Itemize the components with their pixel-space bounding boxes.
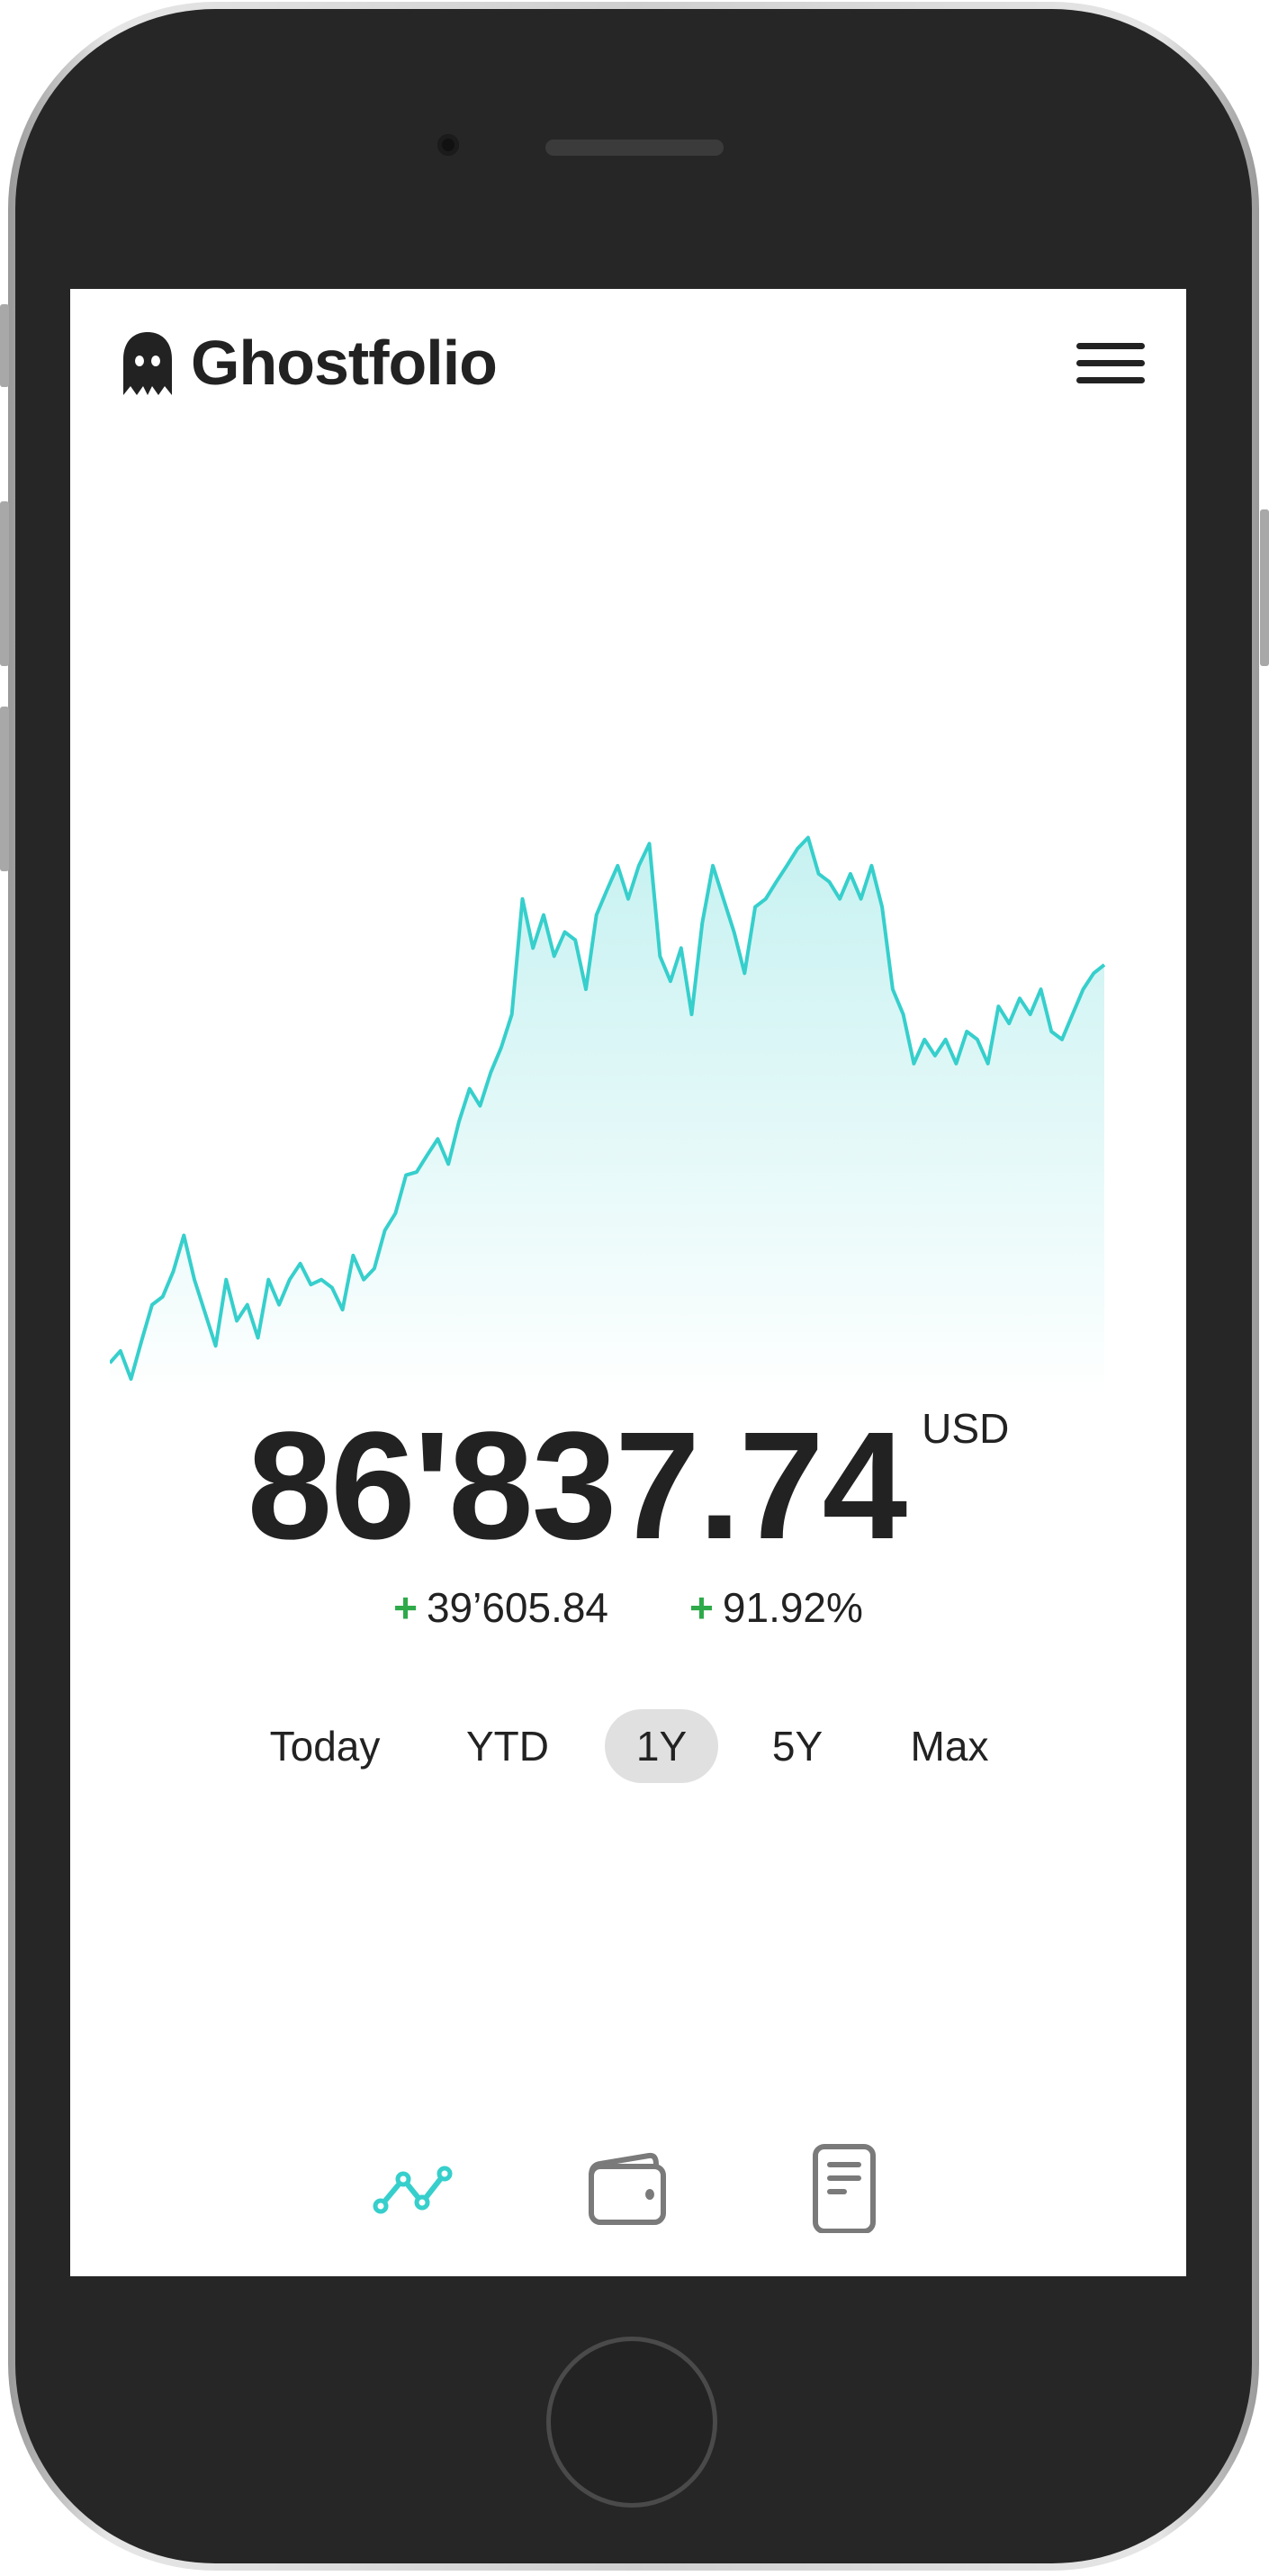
earpiece-speaker xyxy=(545,140,724,156)
line-chart-icon[interactable] xyxy=(370,2143,460,2233)
app-title[interactable]: Ghostfolio xyxy=(191,328,498,398)
total-value: 86'837.74 USD xyxy=(70,1396,1186,1576)
wallet-icon[interactable] xyxy=(582,2143,672,2233)
period-1y[interactable]: 1Y xyxy=(605,1709,718,1783)
chart-area-fill xyxy=(110,837,1104,1395)
home-button[interactable] xyxy=(546,2337,717,2508)
period-max[interactable]: Max xyxy=(910,1723,989,1770)
chart-line xyxy=(110,835,1106,1382)
plus-sign: + xyxy=(689,1584,714,1631)
volume-up-button xyxy=(0,501,9,666)
currency-label: USD xyxy=(922,1405,1010,1452)
change-percent: +91.92% xyxy=(689,1581,863,1635)
ghost-icon xyxy=(123,332,172,395)
power-button xyxy=(1260,509,1269,666)
change-absolute: +39’605.84 xyxy=(393,1581,608,1635)
mute-switch xyxy=(0,304,9,387)
total-value-amount: 86'837.74 xyxy=(247,1401,907,1572)
front-camera xyxy=(437,134,459,156)
volume-down-button xyxy=(0,707,9,871)
change-percent-value: 91.92% xyxy=(722,1584,863,1631)
portfolio-performance-chart[interactable] xyxy=(110,824,1113,1400)
hamburger-menu-icon[interactable] xyxy=(1076,341,1145,384)
app-screen: Ghostfolio 86'837.74 USD +39’605.84 +91.… xyxy=(70,289,1186,2276)
change-row: +39’605.84 +91.92% xyxy=(70,1581,1186,1635)
document-icon[interactable] xyxy=(799,2143,889,2233)
change-absolute-value: 39’605.84 xyxy=(426,1584,609,1631)
plus-sign: + xyxy=(393,1584,418,1631)
period-ytd[interactable]: YTD xyxy=(466,1723,549,1770)
period-today[interactable]: Today xyxy=(269,1723,381,1770)
period-5y[interactable]: 5Y xyxy=(771,1723,824,1770)
